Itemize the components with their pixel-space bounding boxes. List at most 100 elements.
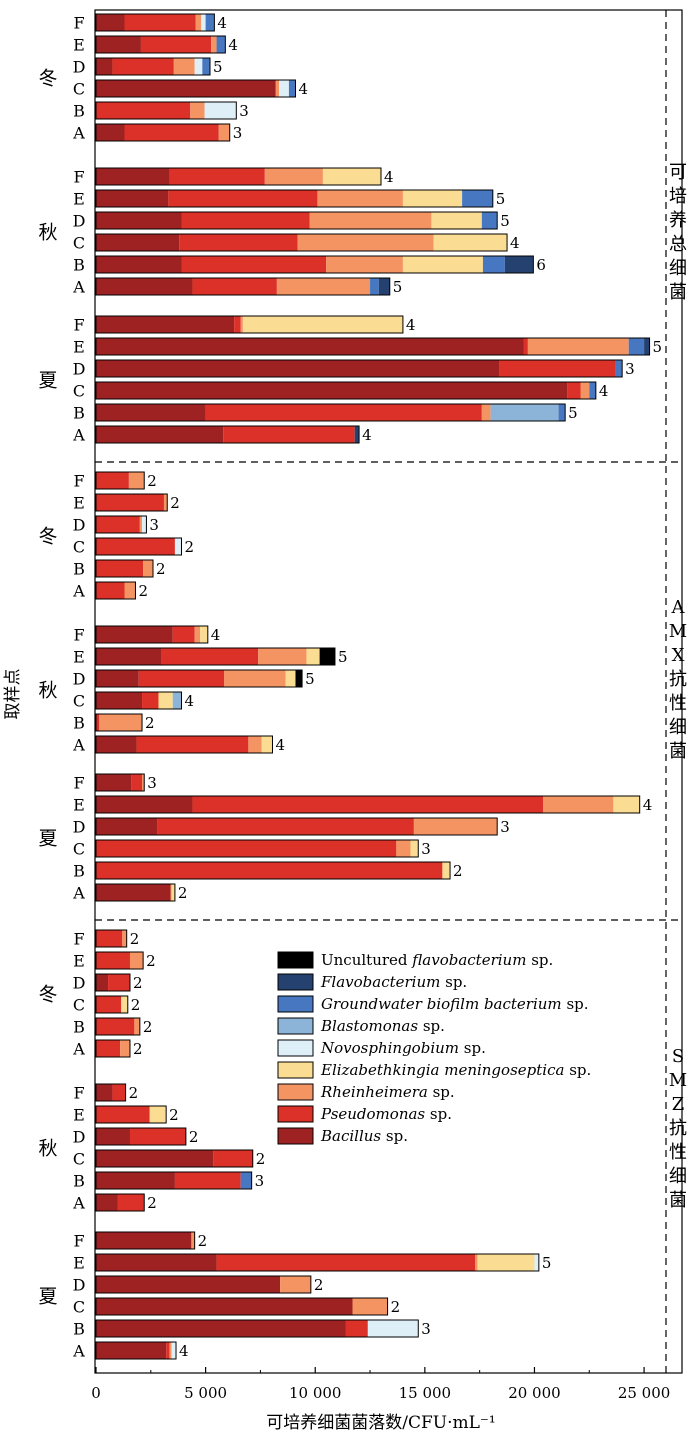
species-count-label: 2 xyxy=(185,538,195,556)
panel-label-char: 细 xyxy=(669,1166,687,1187)
bar-segment-bacillus xyxy=(96,234,180,251)
bar-segment-rheinheimera xyxy=(396,840,411,857)
bar-segment-rheinheimera xyxy=(170,884,172,901)
bar-segment-groundwater_biofilm xyxy=(628,338,645,355)
bar-segment-flavobacterium xyxy=(644,338,650,355)
bar-segment-pseudomonas xyxy=(179,234,298,251)
species-count-label: 4 xyxy=(384,168,394,186)
species-count-label: 2 xyxy=(145,714,155,732)
bar-segment-rheinheimera xyxy=(352,1298,388,1315)
bar-segment-bacillus xyxy=(96,796,193,813)
species-count-label: 6 xyxy=(536,256,546,274)
site-label: F xyxy=(73,1232,84,1251)
site-label: F xyxy=(73,472,84,491)
bar-outline xyxy=(95,255,534,274)
x-tick-label: 5 000 xyxy=(184,1384,227,1402)
bar-outline xyxy=(95,1253,540,1272)
bar-segment-groundwater_biofilm xyxy=(462,190,493,207)
site-label: D xyxy=(73,1128,86,1147)
bar-segment-elizabethkingia xyxy=(477,1254,535,1271)
bar-segment-pseudomonas xyxy=(174,1172,241,1189)
species-count-label: 3 xyxy=(421,840,431,858)
species-count-label: 3 xyxy=(625,360,635,378)
bar-outline xyxy=(95,647,336,666)
bar-segment-pseudomonas xyxy=(192,796,544,813)
bar-outline xyxy=(95,951,144,970)
bar-outline xyxy=(95,735,273,754)
bar-segment-flavobacterium xyxy=(378,278,390,295)
bar-segment-pseudomonas xyxy=(96,930,123,947)
species-count-label: 4 xyxy=(179,1342,189,1360)
bar-segment-pseudomonas xyxy=(567,382,581,399)
site-label: E xyxy=(73,796,85,815)
bar-segment-novosphingobium xyxy=(201,14,206,31)
site-label: B xyxy=(73,1172,85,1191)
bar-segment-rheinheimera xyxy=(195,14,202,31)
bar-outline xyxy=(95,1149,254,1168)
species-count-label: 2 xyxy=(146,952,156,970)
site-label: F xyxy=(73,930,84,949)
bar-segment-bacillus xyxy=(96,1172,175,1189)
bar-segment-novosphingobium xyxy=(534,1254,539,1271)
bar-outline xyxy=(95,773,145,792)
bar-outline xyxy=(95,211,498,230)
site-label: D xyxy=(73,974,86,993)
bar-segment-pseudomonas xyxy=(96,1106,150,1123)
site-label: E xyxy=(73,494,85,513)
bar-segment-bacillus xyxy=(96,1150,214,1167)
bar-outline xyxy=(95,669,303,688)
bar-segment-elizabethkingia xyxy=(171,884,175,901)
bar-segment-groundwater_biofilm xyxy=(216,36,226,53)
season-label: 夏 xyxy=(38,828,57,850)
x-tick-label: 10 000 xyxy=(289,1384,342,1402)
bar-segment-bacillus xyxy=(96,404,206,421)
plot-frame xyxy=(94,9,683,1374)
species-count-label: 2 xyxy=(453,862,463,880)
bar-segment-rheinheimera xyxy=(297,234,434,251)
bar-segment-rheinheimera xyxy=(218,124,230,141)
bar-segment-rheinheimera xyxy=(134,1018,140,1035)
bar-segment-rheinheimera xyxy=(128,472,145,489)
bar-segment-rheinheimera xyxy=(163,494,168,511)
bar-segment-elizabethkingia xyxy=(322,168,381,185)
bar-segment-pseudomonas xyxy=(131,774,143,791)
bar-segment-elizabethkingia xyxy=(442,862,451,879)
species-count-label: 3 xyxy=(147,774,157,792)
species-count-label: 2 xyxy=(147,1194,157,1212)
season-label: 秋 xyxy=(38,222,57,244)
species-count-label: 2 xyxy=(133,974,143,992)
season-label: 秋 xyxy=(38,680,57,702)
site-label: A xyxy=(72,426,85,445)
bar-segment-bacillus xyxy=(96,124,125,141)
species-count-label: 3 xyxy=(233,124,243,142)
bar-segment-pseudomonas xyxy=(96,538,175,555)
bar-segment-rheinheimera xyxy=(120,1040,130,1057)
bar-segment-groundwater_biofilm xyxy=(370,278,379,295)
site-label: B xyxy=(73,862,85,881)
bar-segment-rheinheimera xyxy=(190,102,205,119)
bar-outline xyxy=(95,1297,389,1316)
bar-segment-rheinheimera xyxy=(309,212,432,229)
bar-outline xyxy=(95,403,566,422)
species-count-label: 4 xyxy=(643,796,653,814)
site-label: D xyxy=(73,516,86,535)
bar-segment-pseudomonas xyxy=(124,124,219,141)
panel-label-char: 菌 xyxy=(669,741,687,762)
site-label: A xyxy=(72,124,85,143)
bar-segment-bacillus xyxy=(96,974,109,991)
bar-segment-rheinheimera xyxy=(173,58,195,75)
bar-outline xyxy=(95,929,128,948)
bar-segment-novosphingobium xyxy=(279,80,289,97)
bar-segment-novosphingobium xyxy=(174,538,182,555)
bar-outline xyxy=(95,57,211,76)
bar-segment-uncultured_flavobacterium xyxy=(295,670,303,687)
bar-segment-rheinheimera xyxy=(143,560,153,577)
bar-outline xyxy=(95,537,182,556)
bar-outline xyxy=(95,13,215,32)
species-count-label: 5 xyxy=(213,58,223,76)
species-count-label: 3 xyxy=(421,1320,431,1338)
site-label: B xyxy=(73,1018,85,1037)
bar-segment-groundwater_biofilm xyxy=(589,382,596,399)
species-count-label: 2 xyxy=(391,1298,401,1316)
